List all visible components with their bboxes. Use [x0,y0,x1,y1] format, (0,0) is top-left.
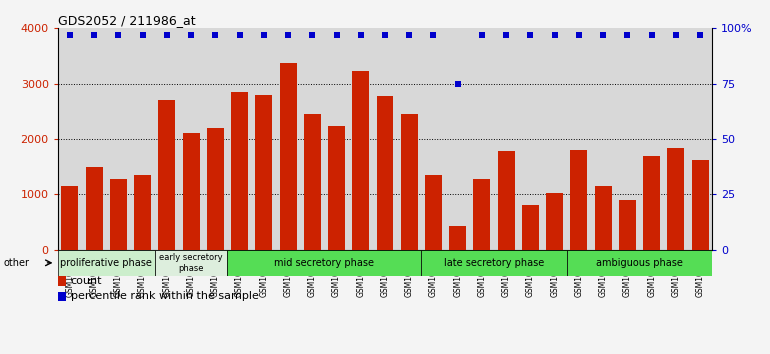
Point [64,32,76,38]
Point [88,32,100,38]
Bar [643,155,660,250]
Point [573,32,585,38]
Bar [377,96,393,250]
Bar [134,176,151,250]
Point [645,32,658,38]
Bar [328,126,345,250]
Bar [58,292,65,301]
Point [136,32,149,38]
Point [233,32,246,38]
Bar [567,250,712,276]
Bar [155,250,227,276]
Bar [207,128,224,250]
Point [597,32,609,38]
Bar [421,250,567,276]
Point [548,32,561,38]
Point [403,32,415,38]
Bar [425,176,442,250]
Point [209,32,222,38]
Point [282,32,294,38]
Bar [227,250,421,276]
Point [476,32,488,38]
Bar [619,200,636,250]
Point [306,32,319,38]
Point [355,32,367,38]
Bar [58,276,65,286]
Text: proliferative phase: proliferative phase [60,258,152,268]
Bar [62,186,79,250]
Bar [110,179,127,250]
Text: other: other [4,258,30,268]
Point [694,32,706,38]
Text: GDS2052 / 211986_at: GDS2052 / 211986_at [58,14,196,27]
Bar [182,133,199,250]
Point [670,32,682,38]
Bar [546,193,563,250]
Point [185,32,197,38]
Bar [304,114,321,250]
Bar [497,151,514,250]
Text: count: count [71,276,102,286]
Point [500,32,512,38]
Bar [58,250,155,276]
Point [258,32,270,38]
Bar [280,63,296,250]
Text: mid secretory phase: mid secretory phase [274,258,374,268]
Point [112,32,125,38]
Point [621,32,634,38]
Point [451,81,464,86]
Bar [159,100,176,250]
Bar [691,160,708,250]
Point [379,32,391,38]
Text: percentile rank within the sample: percentile rank within the sample [71,291,259,302]
Point [161,32,173,38]
Text: late secretory phase: late secretory phase [444,258,544,268]
Point [524,32,537,38]
Bar [522,205,539,250]
Bar [85,167,102,250]
Bar [353,72,370,250]
Bar [571,150,588,250]
Point [427,32,440,38]
Bar [231,92,248,250]
Bar [594,186,611,250]
Point [330,32,343,38]
Bar [256,95,273,250]
Text: ambiguous phase: ambiguous phase [596,258,683,268]
Bar [400,114,417,250]
Bar [668,148,685,250]
Bar [474,179,490,250]
Bar [449,226,466,250]
Text: early secretory
phase: early secretory phase [159,253,223,273]
